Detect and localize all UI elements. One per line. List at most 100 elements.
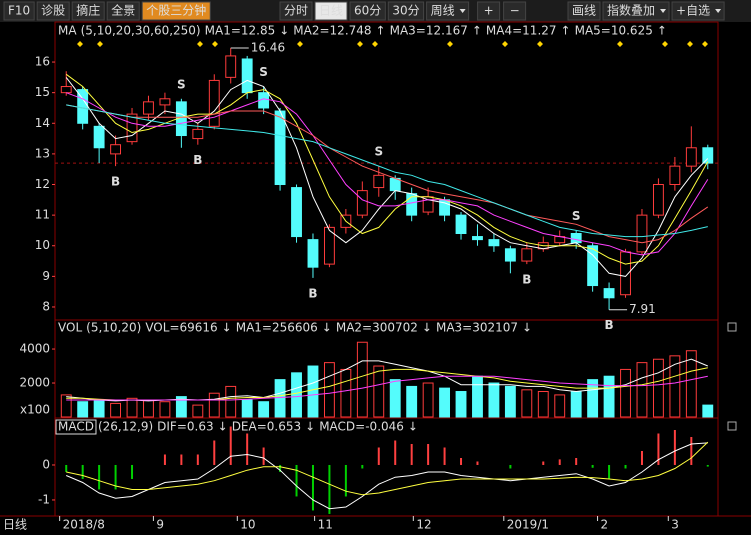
volume-bar — [389, 379, 401, 418]
candle-body — [652, 184, 664, 216]
volume-bar — [208, 392, 220, 418]
dropdown-arrow — [660, 9, 667, 13]
toolbar-button[interactable]: 全景 — [111, 3, 135, 18]
toolbar-button[interactable]: 日线 — [319, 4, 343, 18]
candle-body — [208, 79, 220, 127]
y-tick-label: 10 — [35, 238, 50, 252]
legend-item: MA2=300702 — [336, 321, 418, 335]
signal-label: B — [193, 153, 202, 167]
zoom-button[interactable] — [503, 1, 527, 21]
period-label[interactable]: 日线 — [3, 518, 27, 532]
toolbar-button[interactable]: 周线 — [431, 4, 455, 18]
candle-body — [685, 147, 697, 167]
volume-bar — [669, 355, 681, 418]
toolbar-button[interactable]: 摘庄 — [76, 3, 100, 18]
toolbar-button-bg — [602, 1, 670, 21]
legend-item: (26,12,9) — [98, 420, 153, 434]
toolbar-button-bg — [349, 1, 386, 21]
toolbar-button[interactable]: 60分 — [354, 4, 381, 18]
toolbar-button[interactable]: 指数叠加 — [607, 3, 655, 18]
legend-item: MA3=12.167 — [390, 24, 468, 38]
y-tick-label: 16 — [35, 55, 50, 69]
dropdown-arrow — [715, 9, 722, 13]
toolbar-button-bg — [426, 1, 470, 21]
volume-bar — [340, 368, 352, 418]
volume-bar — [258, 401, 270, 418]
legend-item: VOL=69616 — [145, 321, 217, 335]
candle-body — [356, 190, 368, 216]
legend-item: ↓ — [408, 420, 418, 434]
candle-body — [110, 144, 122, 155]
candle-body — [241, 58, 253, 94]
toolbar-button-bg — [387, 1, 425, 21]
ma-line — [66, 442, 708, 510]
legend-item: MACD — [58, 420, 94, 434]
toolbar-button[interactable]: 画线 — [572, 4, 596, 18]
dropdown-arrow — [459, 9, 466, 13]
toolbar-button[interactable]: 个股三分钟 — [146, 3, 206, 18]
y-tick-label: 14 — [35, 116, 50, 130]
signal-label: S — [374, 145, 383, 159]
x-tick-label: 2019/1 — [507, 518, 549, 532]
toolbar-button-bg — [314, 1, 348, 21]
legend-item: ↓ — [322, 321, 332, 335]
legend-item: ↓ — [522, 321, 532, 335]
legend-item: DEA=0.653 — [232, 420, 301, 434]
toolbar-button-bg — [71, 1, 105, 21]
toolbar-button[interactable]: 30分 — [392, 4, 419, 18]
legend-item: MA — [58, 24, 77, 38]
signal-label: S — [259, 65, 268, 79]
candle-body — [307, 239, 319, 268]
volume-bar — [110, 402, 122, 418]
candle-body — [488, 239, 500, 247]
volume-bar — [537, 391, 549, 418]
volume-bar — [439, 387, 451, 418]
zoom-icon: + — [484, 4, 494, 18]
signal-label: B — [308, 286, 317, 300]
volume-bar — [93, 399, 105, 418]
x-tick-label: 12 — [416, 518, 431, 532]
toolbar-button[interactable]: F10 — [8, 4, 30, 18]
candle-body — [323, 226, 335, 265]
candle-body — [274, 110, 286, 186]
panel-icons — [727, 322, 737, 431]
legend-item: ↑ — [561, 24, 571, 38]
candle-body — [587, 245, 599, 287]
signal-label: S — [572, 209, 581, 223]
x-tick-label: 2 — [601, 518, 609, 532]
volume-bar — [554, 394, 566, 418]
candle-body — [373, 174, 385, 189]
legend-item: MACD=-0.046 — [319, 420, 404, 434]
volume-bar — [192, 404, 204, 418]
toolbar-button[interactable]: 分时 — [284, 4, 308, 18]
volume-bar — [702, 404, 714, 418]
ma-line — [65, 77, 709, 277]
toolbar-button[interactable]: 诊股 — [41, 4, 65, 18]
legend-item: ↑ — [472, 24, 482, 38]
zoom-button[interactable] — [477, 1, 501, 21]
legend-item: MA5=10.625 — [575, 24, 653, 38]
volume-bar — [143, 399, 154, 418]
volume-bar — [652, 358, 664, 418]
x-tick-label: 10 — [240, 518, 255, 532]
legend-item: MA2=12.748 — [293, 24, 371, 38]
volume-bar — [570, 391, 582, 418]
unit-label: x100 — [20, 403, 50, 417]
candle-body — [389, 177, 401, 192]
toolbar-button-bg — [141, 1, 211, 21]
signal-diamonds — [77, 41, 708, 47]
toolbar-button-bg — [279, 1, 313, 21]
y-tick-label: 8 — [42, 299, 50, 313]
volume-bar — [356, 341, 368, 418]
legend-item: MA1=256606 — [236, 321, 318, 335]
volume-bar — [521, 389, 533, 418]
toolbar-button[interactable]: +自选 — [676, 4, 710, 18]
x-tick-label: 3 — [671, 518, 679, 532]
legend-item: MA3=302107 — [436, 321, 518, 335]
toolbar-button-bg — [106, 1, 140, 21]
candle-body — [636, 214, 648, 253]
volume-bar — [603, 375, 615, 418]
toolbar-button-bg — [671, 1, 725, 21]
legend-item: ↑ — [376, 24, 386, 38]
signal-label: B — [522, 273, 531, 287]
